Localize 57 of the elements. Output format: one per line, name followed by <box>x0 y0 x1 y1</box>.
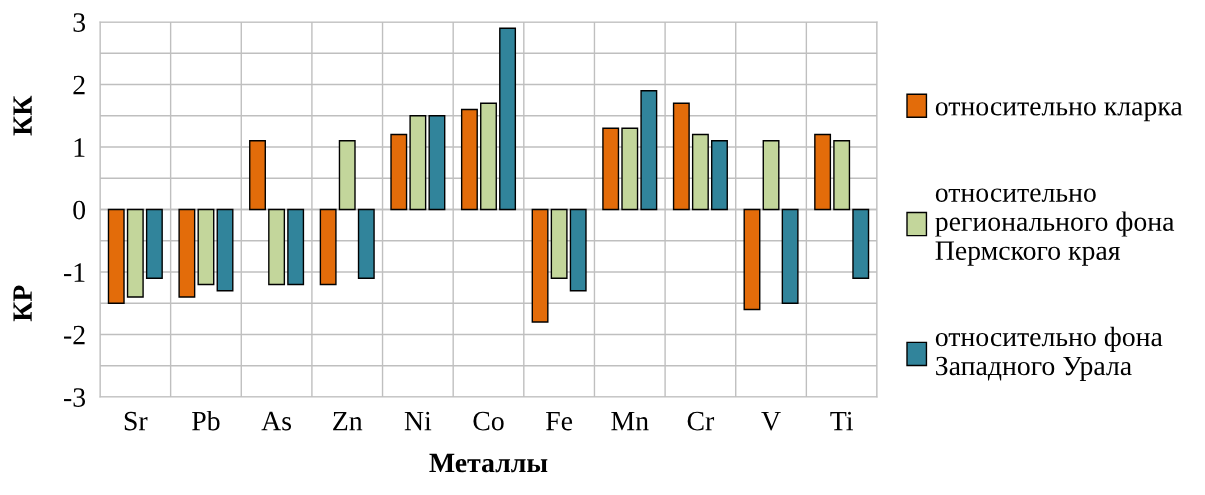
y-tick-label: 3 <box>73 13 86 32</box>
bar <box>550 208 568 279</box>
bar <box>480 102 497 211</box>
x-tick-label: Cr <box>687 411 715 431</box>
bar <box>357 208 375 279</box>
bar <box>621 127 639 211</box>
x-tick-label: V <box>761 411 781 431</box>
bar <box>569 208 587 292</box>
text: КР <box>13 285 32 322</box>
x-tick-label: Sr <box>124 411 148 431</box>
bar <box>409 115 427 211</box>
x-tick-label: Ni <box>404 411 432 431</box>
bar <box>268 208 286 286</box>
bar <box>743 208 761 311</box>
text: КК <box>13 95 32 136</box>
bar <box>833 140 851 211</box>
bar <box>531 208 549 323</box>
x-tick-label: Mn <box>611 411 649 431</box>
y-tick-label: -2 <box>64 325 85 345</box>
legend-label: относительно фона Западного Урала <box>935 326 1163 381</box>
x-tick-label: Co <box>473 411 504 431</box>
bar <box>428 115 446 211</box>
bar <box>672 102 690 211</box>
y-tick-label: 2 <box>73 75 85 95</box>
y-tick-label: 1 <box>74 138 85 157</box>
legend-label: относительно кларка <box>935 102 1183 122</box>
x-tick-label: Ti <box>830 411 854 431</box>
bar <box>197 208 215 286</box>
bar <box>338 140 356 211</box>
bar <box>499 27 517 211</box>
bar <box>640 90 658 211</box>
bar <box>602 127 620 211</box>
y-tick-label: 0 <box>73 200 86 220</box>
y-tick-label: -3 <box>64 388 86 407</box>
bar <box>691 133 709 211</box>
x-tick-label: Fe <box>546 411 573 431</box>
x-tick-label: Zn <box>333 411 363 431</box>
bar <box>460 108 478 211</box>
bar <box>216 208 234 292</box>
bar <box>711 140 728 211</box>
x-tick-label: As <box>261 411 292 431</box>
bar <box>145 208 163 279</box>
bar <box>781 208 799 304</box>
y-tick-label: -1 <box>64 263 85 282</box>
bar <box>249 140 266 211</box>
bar <box>390 133 408 211</box>
bar <box>107 208 125 304</box>
x-tick-label: Pb <box>192 410 220 431</box>
legend-label: относительно регионального фона Пермского края <box>935 188 1175 266</box>
bar <box>287 208 305 286</box>
bar <box>762 140 780 211</box>
bar <box>814 133 832 211</box>
bar <box>126 208 144 298</box>
bar <box>319 208 337 286</box>
bar <box>852 208 870 279</box>
bar <box>178 208 196 298</box>
x-axis-title: Металлы <box>429 453 548 473</box>
